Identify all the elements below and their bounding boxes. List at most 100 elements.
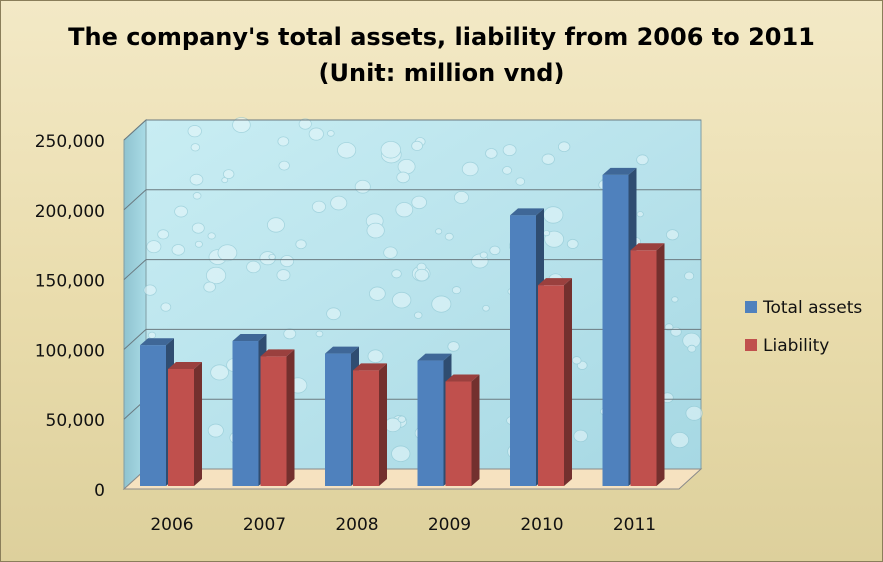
water-drop bbox=[276, 269, 291, 282]
bar-liability-2011 bbox=[630, 250, 657, 486]
bar-liability-2007 bbox=[260, 356, 287, 486]
water-drop bbox=[392, 291, 412, 309]
water-drop bbox=[435, 228, 443, 235]
water-drop bbox=[160, 302, 172, 312]
bar-top bbox=[353, 363, 387, 371]
water-drop bbox=[670, 431, 690, 449]
legend-swatch bbox=[745, 339, 757, 351]
bar-top bbox=[168, 361, 202, 369]
legend-label: Liability bbox=[763, 336, 829, 356]
bar-liability-2006 bbox=[168, 368, 194, 486]
bar-liability-2010 bbox=[538, 285, 564, 486]
bar-top bbox=[630, 243, 665, 251]
x-tick-label: 2008 bbox=[335, 515, 378, 535]
water-drop bbox=[542, 229, 551, 237]
water-drop bbox=[411, 140, 424, 151]
water-drop bbox=[207, 232, 216, 240]
bar-total-assets-2010 bbox=[510, 215, 536, 486]
bar-liability-2009 bbox=[445, 381, 472, 486]
water-drop bbox=[189, 173, 204, 186]
bar-total-assets-2011 bbox=[602, 174, 629, 486]
legend-label: Total assets bbox=[762, 298, 862, 318]
bar-top bbox=[602, 167, 637, 175]
water-drop bbox=[268, 253, 276, 261]
bar-top bbox=[232, 334, 267, 342]
gridline bbox=[123, 189, 147, 211]
water-drop bbox=[232, 117, 251, 133]
bar-top bbox=[538, 278, 572, 286]
chart-title: The company's total assets, liability fr… bbox=[68, 23, 815, 51]
water-drop bbox=[190, 143, 201, 152]
water-drop bbox=[573, 429, 588, 443]
water-drop bbox=[414, 268, 430, 282]
gridline bbox=[123, 259, 147, 280]
water-drop bbox=[327, 130, 335, 137]
legend-swatch bbox=[745, 301, 757, 313]
x-tick-label: 2007 bbox=[243, 515, 286, 535]
water-drop bbox=[295, 239, 307, 250]
water-drop bbox=[222, 169, 235, 180]
water-drop bbox=[687, 344, 697, 353]
water-drop bbox=[671, 296, 679, 303]
water-drop bbox=[278, 160, 290, 171]
y-tick-label: 250,000 bbox=[35, 132, 105, 152]
bar-side bbox=[564, 278, 572, 486]
bar-side bbox=[471, 374, 480, 486]
x-tick-label: 2011 bbox=[613, 515, 656, 535]
water-drop bbox=[391, 445, 411, 462]
water-drop bbox=[479, 251, 488, 259]
y-tick-label: 150,000 bbox=[35, 272, 105, 292]
gridline bbox=[123, 119, 147, 141]
water-drop bbox=[330, 195, 348, 211]
water-drop bbox=[315, 330, 324, 338]
water-drop bbox=[666, 229, 679, 241]
water-drop bbox=[280, 255, 295, 268]
water-drop bbox=[326, 307, 341, 321]
water-drop bbox=[157, 229, 170, 240]
water-drop bbox=[395, 202, 414, 218]
water-drop bbox=[453, 191, 469, 204]
x-tick-label: 2006 bbox=[150, 515, 193, 535]
water-drop bbox=[311, 200, 327, 213]
bar-side bbox=[286, 349, 295, 486]
water-drop bbox=[366, 222, 385, 239]
bar-total-assets-2007 bbox=[232, 341, 259, 486]
water-drop bbox=[444, 232, 454, 241]
water-drop bbox=[482, 304, 490, 312]
water-drop bbox=[217, 244, 238, 262]
water-drop bbox=[557, 141, 571, 153]
y-tick-label: 200,000 bbox=[35, 202, 105, 222]
water-drop bbox=[171, 244, 185, 256]
water-drop bbox=[636, 154, 649, 166]
water-drop bbox=[191, 222, 205, 234]
water-drop bbox=[664, 323, 674, 331]
water-drop bbox=[147, 331, 157, 339]
water-drop bbox=[397, 415, 407, 423]
water-drop bbox=[684, 271, 695, 281]
bar-side bbox=[379, 363, 387, 486]
bar-top bbox=[510, 208, 544, 216]
water-drop bbox=[283, 328, 297, 340]
water-drop bbox=[174, 205, 188, 218]
water-drop bbox=[685, 405, 703, 421]
water-drop bbox=[380, 140, 402, 159]
chart-subtitle: (Unit: million vnd) bbox=[318, 59, 565, 87]
water-drop bbox=[210, 364, 229, 381]
y-tick-label: 0 bbox=[94, 481, 105, 501]
water-drop bbox=[369, 286, 386, 301]
water-drop bbox=[367, 349, 384, 363]
water-drop bbox=[298, 118, 312, 130]
water-drop bbox=[277, 136, 290, 147]
water-drop bbox=[485, 148, 498, 159]
water-drop bbox=[571, 356, 582, 365]
bar-liability-2008 bbox=[353, 370, 379, 486]
water-drop bbox=[543, 206, 564, 224]
bar-top bbox=[140, 338, 174, 346]
bar-top bbox=[417, 353, 452, 361]
water-drop bbox=[541, 153, 555, 165]
water-drop bbox=[207, 423, 224, 438]
bar-total-assets-2009 bbox=[417, 360, 444, 486]
water-drop bbox=[414, 311, 423, 319]
y-tick-label: 100,000 bbox=[35, 341, 105, 361]
